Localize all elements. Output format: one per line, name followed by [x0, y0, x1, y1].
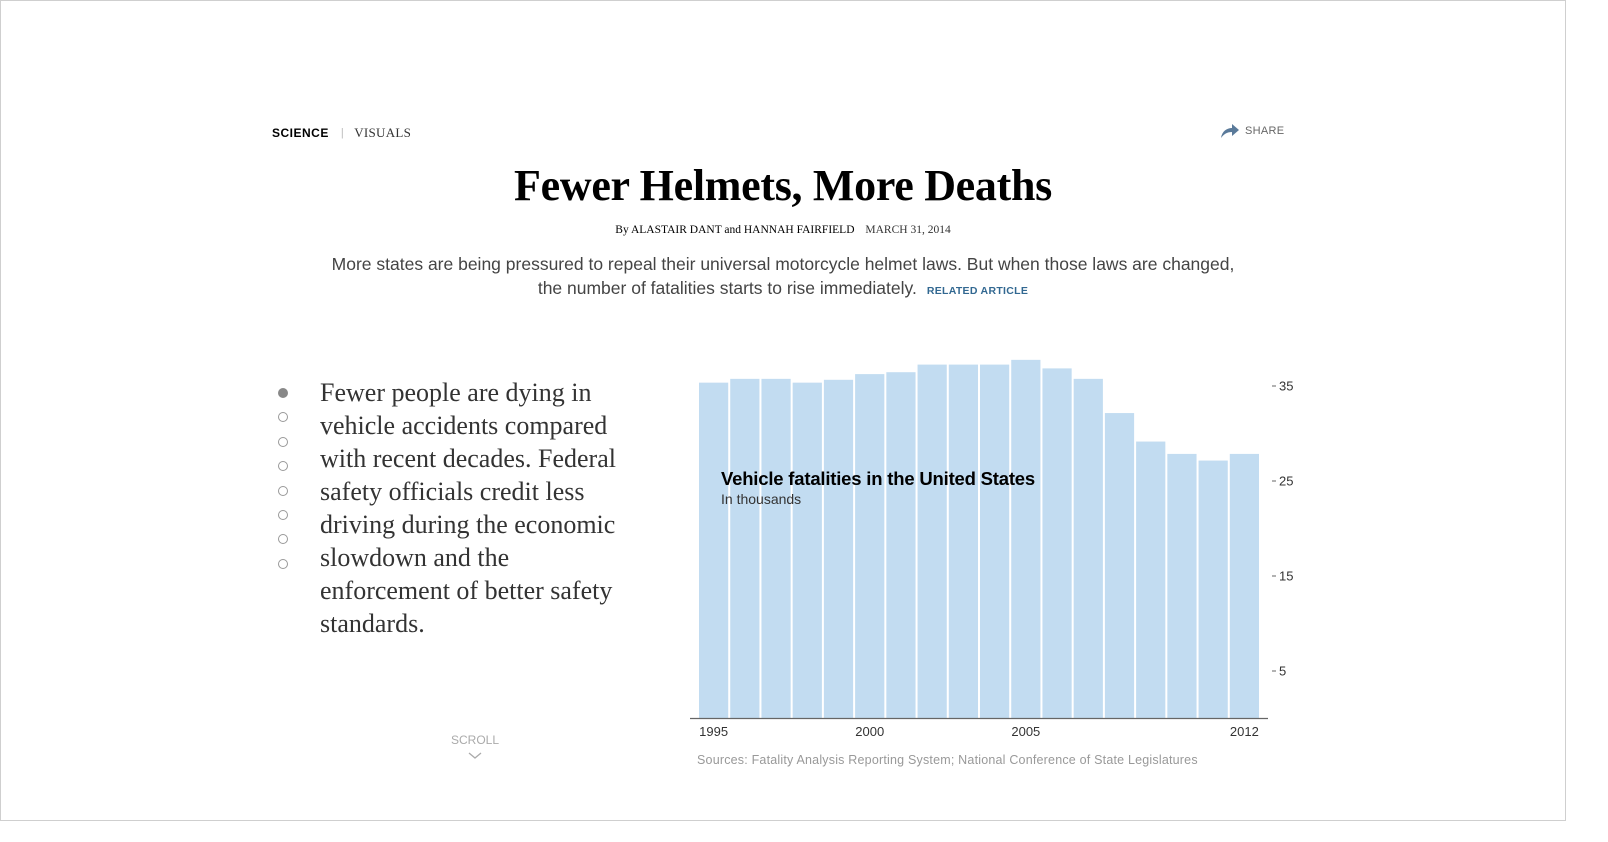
scroll-hint[interactable]: SCROLL	[445, 733, 505, 763]
share-button[interactable]: SHARE	[1220, 123, 1284, 139]
step-dot[interactable]	[278, 388, 288, 398]
share-label: SHARE	[1245, 125, 1285, 137]
related-article-link[interactable]: RELATED ARTICLE	[926, 285, 1029, 297]
bar-1999	[823, 379, 854, 718]
headline: Fewer Helmets, More Deaths	[514, 161, 1052, 210]
bar-2009	[1136, 441, 1166, 718]
bar-2011	[1198, 460, 1228, 718]
scroll-label: SCROLL	[450, 733, 500, 747]
summary-text: More states are being pressured to repea…	[331, 254, 1235, 298]
step-dot[interactable]	[278, 558, 288, 569]
summary: More states are being pressured to repea…	[318, 252, 1248, 303]
bar-2005	[1011, 359, 1041, 718]
y-tick-label: 35	[1279, 379, 1293, 394]
author-link-1[interactable]: ALASTAIR DANT	[630, 224, 722, 236]
y-tick-label: 5	[1279, 664, 1286, 679]
subsection-link-visuals[interactable]: VISUALS	[354, 125, 412, 140]
share-arrow-icon	[1220, 123, 1240, 139]
step-text: Fewer people are dying in vehicle accide…	[320, 378, 616, 638]
chart-subtitle: In thousands	[721, 491, 802, 507]
byline-and: and	[724, 224, 741, 236]
bar-1996	[730, 378, 760, 718]
bar-chart: 1995 2000 2005 2012 5 15 25 35	[690, 359, 1293, 739]
x-tick-label: 2012	[1230, 724, 1259, 739]
bar-1998	[792, 382, 822, 718]
author-link-2[interactable]: HANNAH FAIRFIELD	[743, 224, 855, 236]
step-dot[interactable]	[278, 485, 288, 496]
section-link-science[interactable]: SCIENCE	[272, 126, 329, 140]
x-tick-label: 2000	[855, 724, 884, 739]
step-dot[interactable]	[278, 534, 288, 545]
chevron-down-icon	[445, 749, 505, 763]
bar-2008	[1104, 413, 1135, 718]
bar-2007	[1073, 378, 1103, 718]
scrollbar-gutter	[1566, 0, 1608, 842]
chart-source: Sources: Fatality Analysis Reporting Sys…	[697, 753, 1198, 767]
bar-2001	[886, 372, 916, 718]
step-dot[interactable]	[278, 510, 288, 520]
x-tick-label: 1995	[699, 724, 728, 739]
bar-2012	[1229, 453, 1259, 718]
bar-2000	[855, 374, 885, 718]
chart-title: Vehicle fatalities in the United States	[721, 468, 1035, 489]
page-frame	[0, 0, 1566, 821]
step-dot[interactable]	[278, 461, 288, 472]
nav-divider: |	[340, 127, 345, 139]
step-dot[interactable]	[278, 436, 288, 447]
publish-date: MARCH 31, 2014	[865, 224, 951, 236]
bar-2010	[1167, 453, 1197, 718]
bar-2002	[917, 364, 947, 718]
bar-1995	[699, 382, 729, 718]
y-tick-label: 15	[1279, 569, 1293, 584]
section-nav: SCIENCE | VISUALS	[272, 125, 411, 141]
byline: By ALASTAIR DANT and HANNAH FAIRFIELD MA…	[0, 224, 1566, 236]
bar-2004	[980, 364, 1010, 718]
byline-prefix: By	[615, 224, 629, 236]
step-dot[interactable]	[278, 412, 288, 423]
x-tick-label: 2005	[1011, 724, 1040, 739]
bar-2006	[1042, 368, 1072, 718]
bar-1997	[761, 378, 791, 718]
bar-2003	[948, 364, 978, 718]
y-tick-label: 25	[1279, 474, 1293, 489]
